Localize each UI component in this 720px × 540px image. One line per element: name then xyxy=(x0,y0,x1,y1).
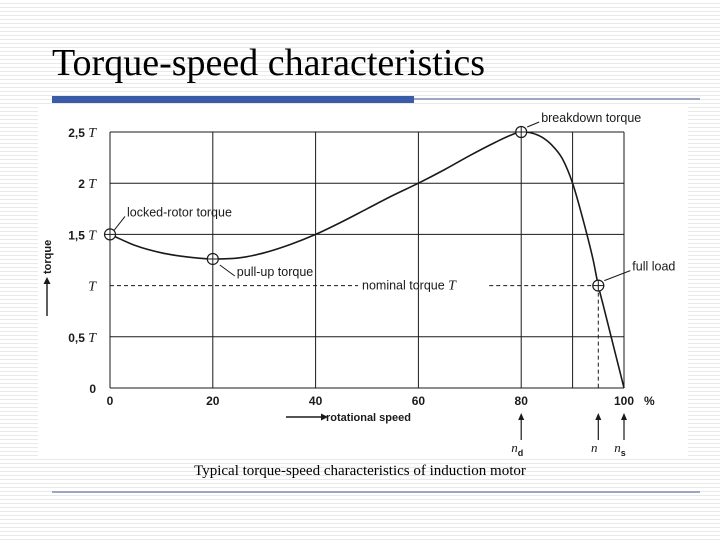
title-accent-bar xyxy=(52,96,414,103)
y-tick-label: 2,5 T xyxy=(68,126,97,141)
marked-point-label: breakdown torque xyxy=(541,111,641,125)
title-rule xyxy=(414,98,700,100)
speed-marker-label: ns xyxy=(614,440,626,456)
y-tick-unit: T xyxy=(88,331,97,346)
marked-point-leader xyxy=(604,270,631,282)
marked-point-label: pull-up torque xyxy=(237,265,313,279)
speed-marker-symbol: n xyxy=(614,440,621,455)
y-axis-title-arrowhead xyxy=(43,277,51,284)
nominal-torque-symbol: T xyxy=(448,279,457,294)
x-tick-label: 0 xyxy=(107,394,114,408)
nominal-torque-line-group: nominal torque T xyxy=(110,279,599,388)
y-tick-label: T xyxy=(88,280,97,295)
y-tick-unit: T xyxy=(88,126,97,141)
x-axis-title-arrowhead xyxy=(321,413,328,421)
marked-point-leader xyxy=(219,264,236,277)
x-tick-label: 80 xyxy=(515,394,529,408)
slide-title: Torque-speed characteristics xyxy=(52,42,486,84)
speed-marker-subscript: s xyxy=(621,448,626,456)
y-tick-label: 2 T xyxy=(78,177,97,192)
marked-point-leader xyxy=(113,216,126,231)
figure-caption: Typical torque-speed characteristics of … xyxy=(194,463,526,479)
nominal-torque-label: nominal torque T xyxy=(362,279,457,294)
y-axis-title: torque xyxy=(42,240,54,274)
curve-group xyxy=(109,131,625,389)
x-tick-label: 60 xyxy=(412,394,426,408)
torque-speed-chart: nominal torque T locked-rotor torque pull… xyxy=(42,111,675,456)
x-axis-title: rotational speed xyxy=(326,412,411,424)
grid xyxy=(109,131,625,389)
x-unit-label: % xyxy=(644,394,655,408)
y-tick-label: 0 xyxy=(89,382,96,396)
x-tick-label: 20 xyxy=(206,394,220,408)
speed-marker-arrowhead xyxy=(621,413,627,420)
x-tick-label: 100 xyxy=(614,394,634,408)
speed-marker-symbol: n xyxy=(511,440,518,455)
x-tick-label: 40 xyxy=(309,394,323,408)
speed-marker-arrowhead xyxy=(518,413,525,420)
y-tick-unit: T xyxy=(88,228,97,243)
speed-marker-subscript: d xyxy=(518,448,524,456)
y-tick-label: 1,5 T xyxy=(68,228,97,243)
speed-markers: nd n ns xyxy=(511,413,627,456)
y-tick-number: 0,5 xyxy=(68,331,88,345)
torque-curve xyxy=(109,131,625,389)
y-tick-number: 0 xyxy=(89,382,96,396)
speed-marker-symbol: n xyxy=(591,440,598,455)
marked-point-label: full load xyxy=(632,260,675,274)
y-tick-unit: T xyxy=(88,177,97,192)
y-tick-labels: 00,5 TT1,5 T2 T2,5 T xyxy=(68,126,97,396)
speed-marker-arrowhead xyxy=(595,413,602,420)
y-tick-number: 1,5 xyxy=(68,228,88,242)
marked-points: locked-rotor torque pull-up torque breakdo… xyxy=(103,111,675,292)
bottom-rule xyxy=(52,491,700,493)
marked-point-leader xyxy=(527,121,540,128)
y-tick-label: 0,5 T xyxy=(68,331,97,346)
y-tick-number: 2,5 xyxy=(68,126,88,140)
y-tick-number: 2 xyxy=(78,177,88,191)
speed-marker-label: nd xyxy=(511,440,523,456)
x-tick-labels: 0 20 40 60 80 100% xyxy=(107,394,655,408)
marked-point-label: locked-rotor torque xyxy=(127,205,232,219)
y-tick-unit: T xyxy=(88,280,97,295)
speed-marker-label: n xyxy=(591,440,598,455)
figure-panel: nominal torque T locked-rotor torque pull… xyxy=(38,106,688,456)
